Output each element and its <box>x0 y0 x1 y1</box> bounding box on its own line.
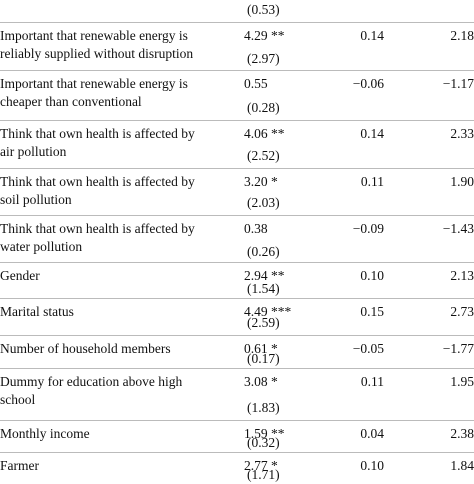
standard-error: (2.52) <box>247 148 280 163</box>
standard-error: (1.71) <box>247 467 280 482</box>
row-rule <box>0 298 474 299</box>
estimate: 4.06 ** <box>244 126 285 141</box>
estimate: 0.38 <box>244 221 268 236</box>
standard-error: (1.54) <box>247 281 280 296</box>
col4-value: 2.38 <box>450 426 474 441</box>
col4-value: 1.95 <box>450 374 474 389</box>
col3-value: 0.14 <box>360 126 384 141</box>
standard-error: (2.03) <box>247 195 280 210</box>
estimate: 3.20 * <box>244 174 278 189</box>
col3-value: 0.11 <box>360 174 384 189</box>
estimate: 0.55 <box>244 76 268 91</box>
standard-error: (0.53) <box>247 2 280 17</box>
row-rule <box>0 22 474 23</box>
row-label: Dummy for education above high school <box>0 374 183 407</box>
standard-error: (2.59) <box>247 315 280 330</box>
standard-error: (0.32) <box>247 435 280 450</box>
col3-value: 0.15 <box>360 304 384 319</box>
row-rule <box>0 262 474 263</box>
col3-value: 0.04 <box>360 426 384 441</box>
col3-value: 0.11 <box>360 374 384 389</box>
row-label: Important that renewable energy is relia… <box>0 28 194 61</box>
col4-value: 1.84 <box>450 458 474 473</box>
estimate: 2.77 * <box>244 458 278 473</box>
col4-value: 2.73 <box>450 304 474 319</box>
row-label: Number of household members <box>0 341 171 356</box>
col3-value: 0.10 <box>360 458 384 473</box>
row-label: Important that renewable energy is cheap… <box>0 76 188 109</box>
row-label: Monthly income <box>0 426 90 441</box>
row-label: Gender <box>0 268 40 283</box>
estimate: 4.29 ** <box>244 28 285 43</box>
estimate: 4.49 *** <box>244 304 292 319</box>
row-rule <box>0 70 474 71</box>
col3-value: −0.06 <box>352 76 384 91</box>
row-rule <box>0 215 474 216</box>
row-rule <box>0 335 474 336</box>
col3-value: −0.05 <box>352 341 384 356</box>
col3-value: 0.14 <box>360 28 384 43</box>
col4-value: −1.77 <box>442 341 474 356</box>
row-label: Farmer <box>0 458 39 473</box>
row-rule <box>0 452 474 453</box>
standard-error: (2.97) <box>247 51 280 66</box>
col4-value: 2.13 <box>450 268 474 283</box>
row-rule <box>0 120 474 121</box>
col4-value: 2.18 <box>450 28 474 43</box>
row-label: Think that own health is affected by soi… <box>0 174 195 207</box>
standard-error: (1.83) <box>247 400 280 415</box>
col4-value: 1.90 <box>450 174 474 189</box>
estimate: 2.94 ** <box>244 268 285 283</box>
row-label: Think that own health is affected by air… <box>0 126 195 159</box>
row-label: Think that own health is affected by wat… <box>0 221 195 254</box>
col4-value: 2.33 <box>450 126 474 141</box>
row-rule <box>0 368 474 369</box>
col3-value: −0.09 <box>352 221 384 236</box>
row-label: Marital status <box>0 304 74 319</box>
standard-error: (0.17) <box>247 351 280 366</box>
row-rule <box>0 168 474 169</box>
row-rule <box>0 420 474 421</box>
estimate: 3.08 * <box>244 374 278 389</box>
standard-error: (0.28) <box>247 100 280 115</box>
col3-value: 0.10 <box>360 268 384 283</box>
estimate: 1.59 ** <box>244 426 285 441</box>
col4-value: −1.17 <box>442 76 474 91</box>
col4-value: −1.43 <box>442 221 474 236</box>
standard-error: (0.26) <box>247 244 280 259</box>
estimate: 0.61 * <box>244 341 278 356</box>
